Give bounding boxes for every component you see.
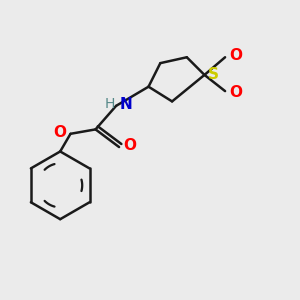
Text: S: S [208,67,219,82]
Text: N: N [120,97,133,112]
Text: H: H [104,98,115,111]
Text: O: O [124,138,136,153]
Text: O: O [230,85,242,100]
Text: O: O [53,125,66,140]
Text: O: O [230,48,242,63]
